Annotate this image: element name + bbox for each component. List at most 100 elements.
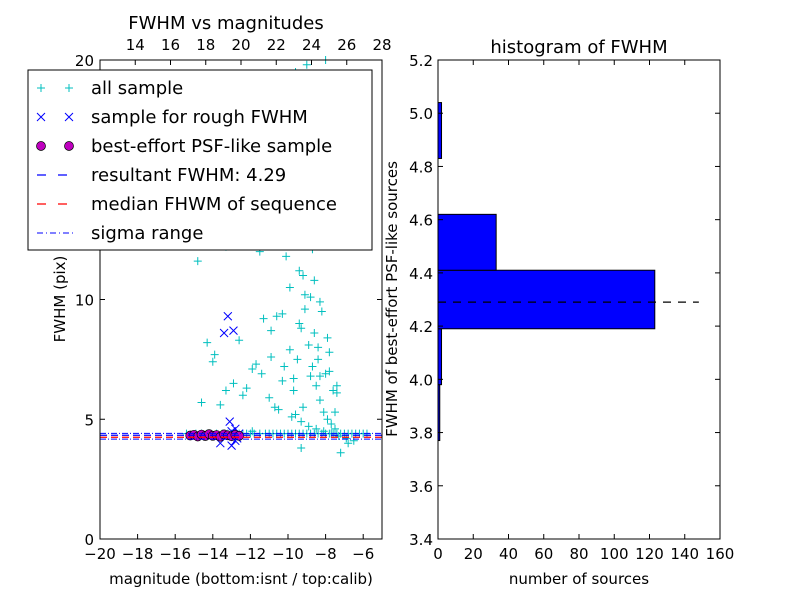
- histogram-ticks: 0 20 40 60 80 100 120 140 160 3.4 3.6 3.8 4.0 4.2 4.4 4…: [409, 52, 734, 563]
- all-sample-point: [265, 393, 274, 402]
- all-sample-point: [248, 427, 257, 436]
- histogram-ytick-label: 4.2: [409, 318, 433, 336]
- scatter-top-tick-label: 14: [126, 36, 145, 54]
- legend-marker-plus: [65, 84, 73, 92]
- all-sample-point: [304, 422, 313, 431]
- all-sample-point: [315, 396, 324, 405]
- scatter-ylabel: FWHM (pix): [51, 256, 69, 343]
- all-sample-point: [315, 297, 324, 306]
- scatter-xtick-label: −10: [272, 545, 304, 563]
- scatter-plot: −20 −18 −16 −14 −12 −10 −8 −6 0 5 10 20 14 16 18 20 22 24…: [27, 13, 392, 588]
- all-sample-point: [334, 432, 343, 441]
- all-sample-point: [310, 329, 319, 338]
- all-sample-point: [238, 391, 247, 400]
- all-sample-point: [297, 417, 306, 426]
- scatter-xtick-label: −14: [197, 545, 229, 563]
- rough-sample-point: [223, 311, 233, 321]
- legend-marker-cross: [36, 112, 46, 122]
- legend-marker-cross: [64, 112, 74, 122]
- all-sample-point: [308, 362, 317, 371]
- all-sample-point: [193, 257, 202, 266]
- all-sample-point: [331, 408, 339, 417]
- scatter-title: FWHM vs magnitudes: [128, 13, 323, 34]
- all-sample-point: [327, 420, 336, 429]
- legend-label: sample for rough FWHM: [91, 107, 308, 128]
- all-sample-point: [302, 60, 311, 69]
- histogram-ytick-label: 4.0: [409, 371, 433, 389]
- all-sample-point: [235, 336, 244, 345]
- all-sample-point: [252, 360, 261, 369]
- histogram-xtick-label: 0: [433, 545, 443, 563]
- all-sample-point: [287, 412, 296, 421]
- all-sample-point: [282, 252, 291, 261]
- legend-marker-dot: [64, 141, 74, 151]
- all-sample-point: [285, 345, 294, 354]
- scatter-xtick-label: −18: [122, 545, 154, 563]
- all-sample-point: [257, 369, 266, 378]
- legend-marker-plus: [37, 84, 45, 92]
- all-sample-point: [314, 343, 323, 352]
- all-sample-point: [299, 403, 308, 412]
- all-sample-point: [323, 333, 332, 342]
- scatter-xtick-label: −16: [159, 545, 191, 563]
- histogram-data: [437, 102, 699, 442]
- all-sample-point: [300, 290, 309, 299]
- all-sample-point: [331, 424, 339, 433]
- all-sample-point: [221, 386, 230, 395]
- all-sample-point: [325, 367, 334, 376]
- scatter-top-tick-label: 22: [267, 36, 286, 54]
- all-sample-point: [329, 386, 338, 395]
- all-sample-point: [297, 443, 306, 452]
- all-sample-point: [336, 448, 345, 457]
- scatter-top-tick-label: 20: [231, 36, 250, 54]
- all-sample-point: [295, 319, 304, 328]
- all-sample-point: [270, 403, 279, 412]
- all-sample-point: [278, 309, 287, 318]
- scatter-ytick-label: 20: [75, 52, 94, 70]
- all-sample-point: [289, 374, 298, 383]
- histogram-xtick-label: 120: [635, 545, 664, 563]
- histogram-bar: [437, 213, 497, 271]
- histogram-xtick-label: 140: [670, 545, 699, 563]
- histogram-xtick-label: 20: [464, 545, 483, 563]
- all-sample-point: [295, 266, 304, 275]
- all-sample-point: [344, 439, 353, 448]
- scatter-xtick-label: −6: [352, 545, 374, 563]
- all-sample-point: [267, 352, 276, 361]
- scatter-xtick-label: −12: [235, 545, 267, 563]
- all-sample-point: [299, 271, 308, 280]
- scatter-top-tick-label: 24: [302, 36, 321, 54]
- all-sample-point: [267, 326, 276, 335]
- all-sample-point: [272, 312, 281, 321]
- histogram-xtick-label: 60: [534, 545, 553, 563]
- rough-sample-point: [229, 326, 238, 335]
- all-sample-point: [289, 386, 298, 395]
- all-sample-point: [216, 400, 225, 409]
- all-sample-point: [319, 427, 328, 436]
- legend-box: [27, 69, 373, 251]
- histogram-title: histogram of FWHM: [490, 37, 667, 58]
- scatter-xtick-label: −20: [84, 545, 116, 563]
- all-sample-point: [306, 293, 315, 302]
- scatter-top-tick-label: 26: [337, 36, 356, 54]
- all-sample-point: [300, 305, 309, 314]
- scatter-xlabel: magnitude (bottom:isnt / top:calib): [109, 570, 373, 588]
- all-sample-point: [197, 398, 206, 407]
- rough-sample-point: [227, 441, 236, 450]
- scatter-top-tick-label: 18: [196, 36, 215, 54]
- histogram-bar: [437, 328, 443, 386]
- histogram-plot: 0 20 40 60 80 100 120 140 160 3.4 3.6 3.8 4.0 4.2 4.4 4…: [383, 37, 734, 588]
- scatter-top-tick-label: 16: [161, 36, 180, 54]
- all-sample-point: [306, 372, 315, 381]
- all-sample-point: [208, 357, 217, 366]
- legend-label: median FHWM of sequence: [91, 194, 337, 215]
- all-sample-point: [280, 362, 289, 371]
- all-sample-point: [285, 283, 294, 292]
- all-sample-point: [314, 355, 323, 364]
- histogram-xtick-label: 80: [569, 545, 588, 563]
- all-sample-point: [304, 341, 313, 350]
- rough-sample-point: [219, 328, 229, 338]
- all-sample-point: [312, 381, 321, 390]
- rough-sample-point: [225, 417, 235, 426]
- histogram-xtick-label: 40: [499, 545, 518, 563]
